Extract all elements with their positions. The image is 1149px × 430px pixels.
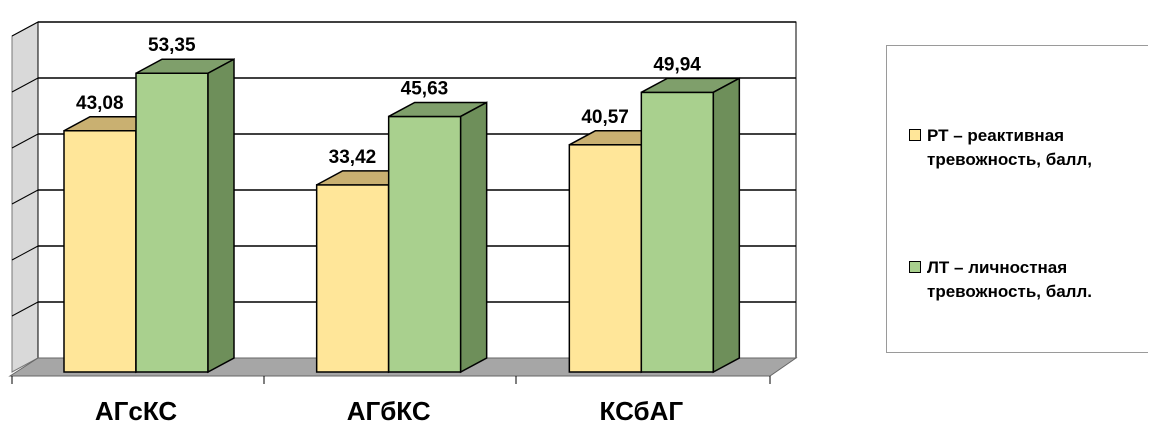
bar (315, 184, 390, 373)
data-label: 53,35 (148, 35, 196, 56)
category-label: АГсКС (95, 396, 178, 426)
category-label: КСбАГ (600, 396, 684, 426)
gridline-side (11, 301, 39, 317)
category-labels: АГсКС АГбКС КСбАГ (95, 396, 683, 426)
bar (568, 144, 643, 373)
bar-side (712, 77, 741, 374)
data-labels: 43,08 53,35 33,42 45,63 40,57 49,94 (76, 35, 701, 168)
data-label: 45,63 (401, 78, 449, 99)
legend: РТ – реактивная тревожность, балл, ЛТ – … (886, 45, 1148, 353)
gridline-side (11, 21, 39, 37)
data-label: 40,57 (581, 107, 629, 128)
data-label: 49,94 (653, 54, 701, 75)
data-label: 43,08 (76, 93, 124, 114)
legend-label-lt: ЛТ – личностная тревожность, балл. (927, 258, 1092, 301)
legend-swatch-lt (909, 261, 921, 273)
legend-label-rt: РТ – реактивная тревожность, балл, (927, 126, 1092, 169)
bar (387, 115, 462, 373)
bar (135, 72, 209, 373)
gridline-side (11, 245, 39, 261)
category-label: АГбКС (347, 396, 431, 426)
bars (63, 57, 741, 374)
bar-chart: 43,08 53,35 33,42 45,63 40,57 49,94 АГсКС АГбК… (8, 21, 798, 426)
bar (640, 91, 715, 373)
bar-side (207, 57, 235, 374)
legend-item-rt: РТ – реактивная тревожность, балл, (909, 124, 1149, 172)
data-label: 33,42 (329, 147, 377, 168)
gridline-side (11, 133, 39, 149)
bar-side (459, 101, 488, 374)
legend-swatch-rt (909, 129, 921, 141)
gridline-side (11, 189, 39, 205)
bar (63, 130, 137, 373)
gridline-side (11, 77, 39, 93)
legend-item-lt: ЛТ – личностная тревожность, балл. (909, 256, 1149, 304)
